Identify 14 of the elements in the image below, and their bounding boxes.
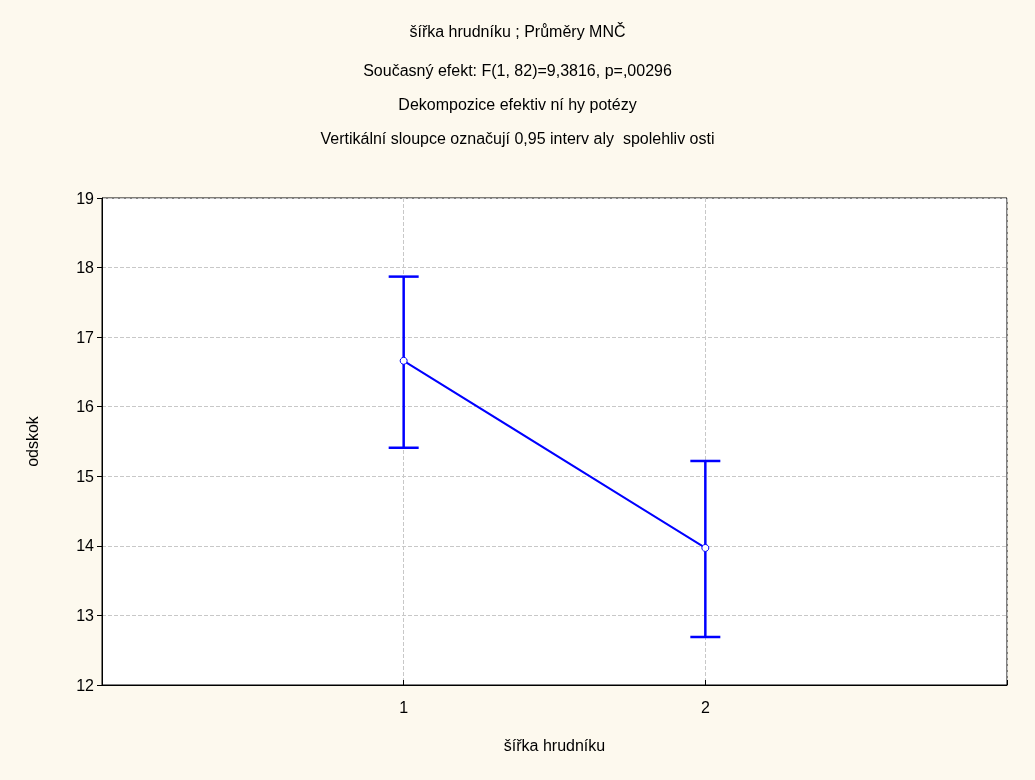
x-tick-label: 2 — [700, 698, 710, 716]
y-tick-label: 15 — [76, 467, 95, 485]
y-tick-label: 18 — [76, 259, 95, 277]
y-tick-label: 13 — [76, 606, 95, 624]
y-tick-label: 12 — [76, 676, 95, 694]
chart-subtitle: Současný efekt: F(1, 82)=9,3816, p=,00296 Dekompozice efektiv ní hy potézy Vertikální sloupce označují 0,95 interv aly spolehliv osti — [320, 61, 715, 147]
chart-title: šířka hrudníku ; Průměry MNČ — [409, 21, 626, 40]
x-tick-label: 1 — [399, 698, 409, 716]
y-tick-label: 17 — [76, 328, 95, 346]
y-tick-label: 19 — [76, 189, 95, 207]
y-axis-title: odskok — [23, 415, 41, 467]
y-tick-label: 14 — [76, 537, 95, 555]
x-axis-title: šířka hrudníku — [503, 736, 606, 754]
y-tick-label: 16 — [76, 398, 95, 416]
